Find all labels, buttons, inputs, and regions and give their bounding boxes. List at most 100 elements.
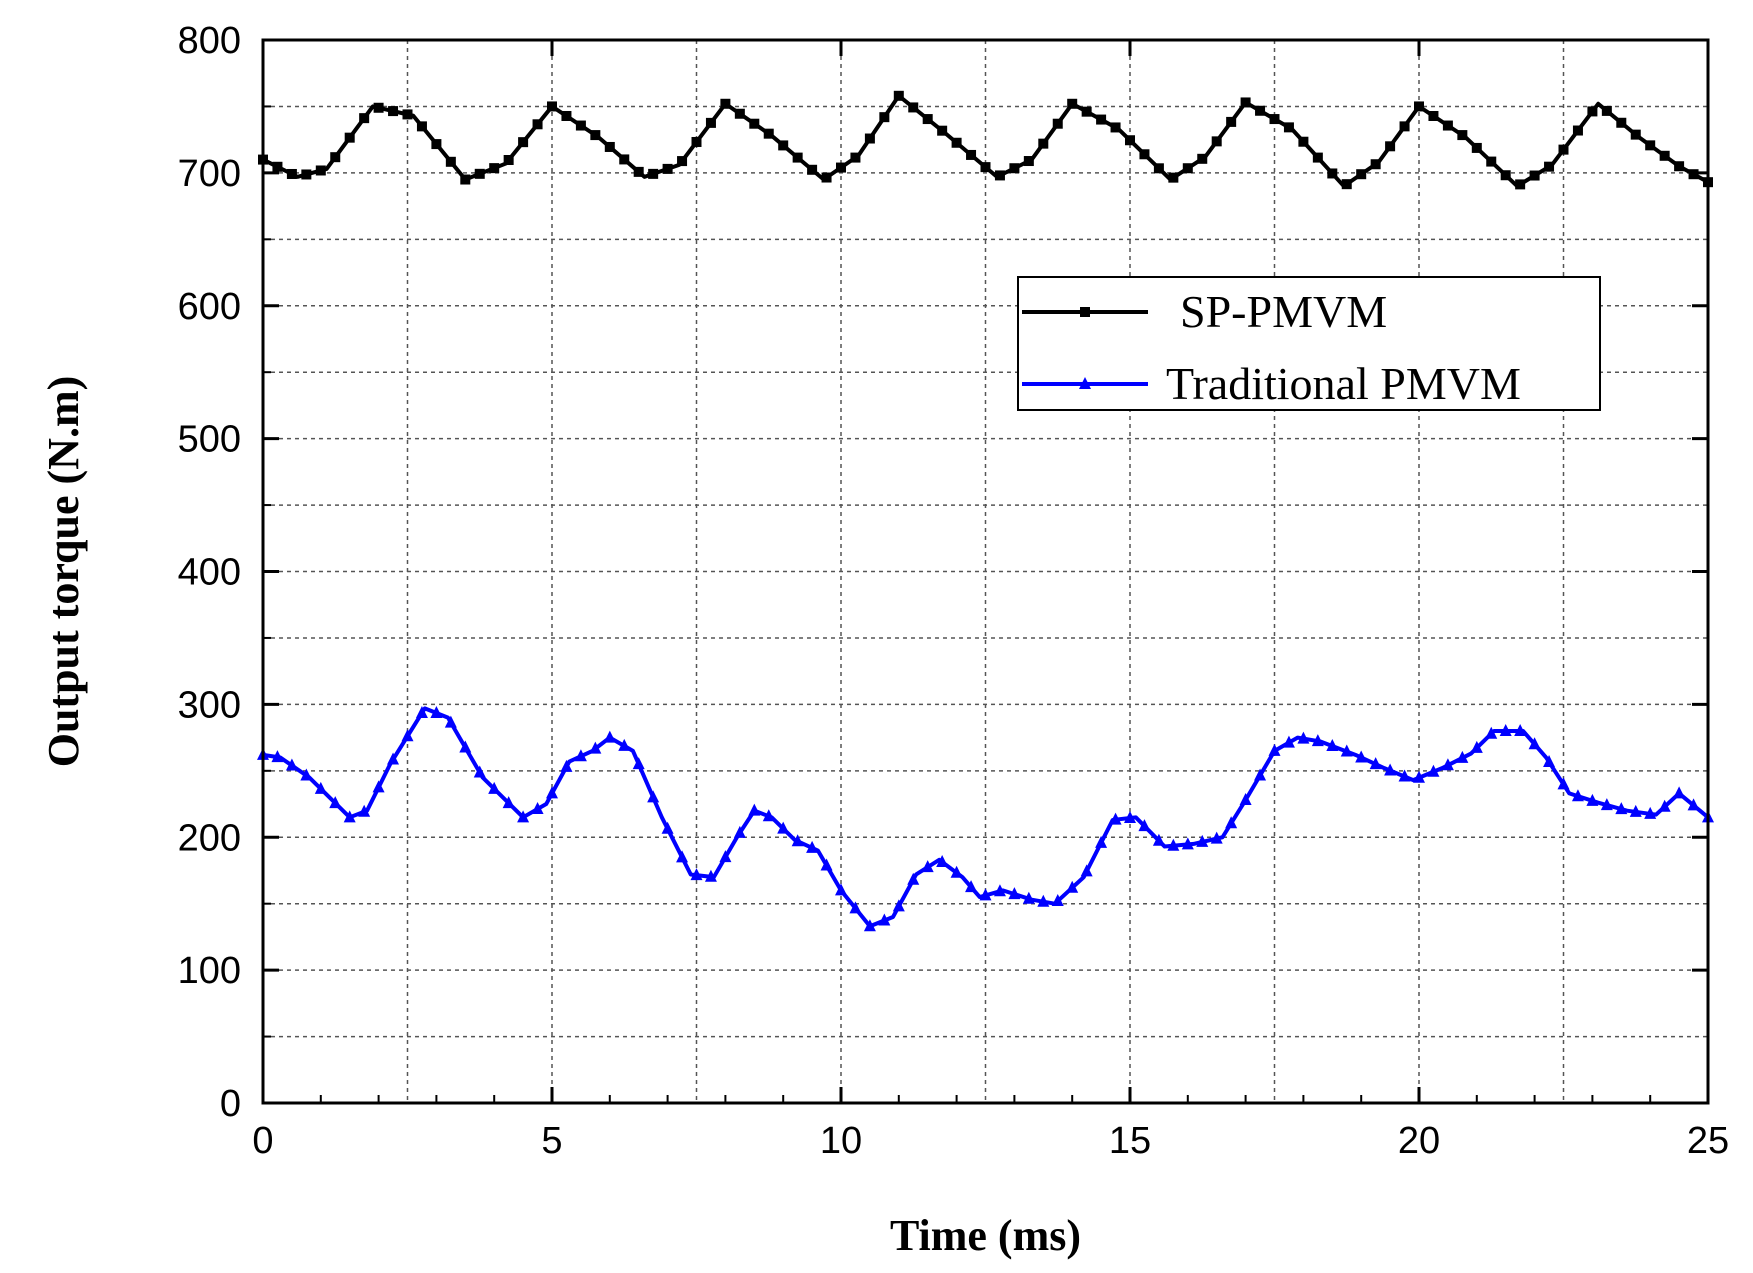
series-marker-sp-pmvm — [286, 168, 297, 179]
series-marker-traditional-pmvm — [1557, 777, 1570, 790]
series-marker-traditional-pmvm — [1254, 768, 1267, 781]
legend-box — [1017, 276, 1601, 411]
series-lines — [257, 90, 1714, 932]
y-tick-label: 200 — [178, 817, 241, 859]
x-tick-label: 20 — [1398, 1120, 1440, 1162]
series-marker-sp-pmvm — [1038, 138, 1049, 149]
series-marker-traditional-pmvm — [401, 729, 414, 742]
series-marker-traditional-pmvm — [676, 850, 689, 863]
series-marker-sp-pmvm — [518, 137, 529, 148]
series-marker-traditional-pmvm — [1311, 734, 1324, 747]
legend-marker — [1080, 307, 1090, 317]
series-marker-traditional-pmvm — [1095, 835, 1108, 848]
series-marker-sp-pmvm — [388, 106, 399, 117]
series-marker-traditional-pmvm — [473, 765, 486, 778]
series-marker-traditional-pmvm — [1326, 739, 1339, 752]
series-marker-traditional-pmvm — [1687, 798, 1700, 811]
series-marker-sp-pmvm — [1674, 161, 1685, 172]
y-tick-label: 300 — [178, 684, 241, 726]
series-marker-traditional-pmvm — [1600, 798, 1613, 811]
x-axis-title: Time (ms) — [890, 1211, 1081, 1260]
series-marker-traditional-pmvm — [1066, 880, 1079, 893]
x-tick-label: 25 — [1687, 1120, 1729, 1162]
series-marker-sp-pmvm — [1428, 110, 1439, 121]
series-marker-traditional-pmvm — [748, 803, 761, 816]
series-marker-sp-pmvm — [720, 98, 731, 109]
y-tick-label: 100 — [178, 950, 241, 992]
series-marker-sp-pmvm — [619, 154, 630, 165]
series-marker-sp-pmvm — [836, 162, 846, 173]
series-marker-traditional-pmvm — [589, 741, 602, 754]
series-marker-traditional-pmvm — [1181, 837, 1194, 850]
series-marker-sp-pmvm — [1125, 135, 1135, 146]
series-marker-traditional-pmvm — [358, 804, 371, 817]
series-marker-sp-pmvm — [1659, 150, 1670, 161]
series-marker-sp-pmvm — [994, 170, 1005, 181]
series-marker-traditional-pmvm — [546, 786, 558, 799]
series-marker-traditional-pmvm — [690, 868, 703, 881]
series-marker-sp-pmvm — [604, 141, 615, 152]
series-marker-sp-pmvm — [763, 128, 774, 139]
series-marker-traditional-pmvm — [1384, 763, 1397, 776]
series-marker-traditional-pmvm — [1485, 726, 1498, 739]
series-marker-traditional-pmvm — [459, 740, 472, 753]
x-tick-label: 15 — [1109, 1120, 1151, 1162]
series-marker-sp-pmvm — [893, 90, 904, 101]
series-marker-sp-pmvm — [416, 121, 427, 132]
series-marker-traditional-pmvm — [430, 706, 443, 719]
series-marker-traditional-pmvm — [517, 810, 530, 823]
series-marker-sp-pmvm — [532, 119, 543, 130]
series-marker-sp-pmvm — [1572, 125, 1583, 136]
series-marker-sp-pmvm — [821, 172, 832, 183]
series-marker-sp-pmvm — [431, 139, 442, 150]
series-marker-sp-pmvm — [1081, 106, 1092, 117]
series-marker-sp-pmvm — [575, 120, 586, 131]
series-marker-sp-pmvm — [1601, 105, 1612, 116]
series-marker-traditional-pmvm — [936, 854, 949, 867]
series-marker-sp-pmvm — [1182, 163, 1193, 174]
series-marker-traditional-pmvm — [806, 840, 819, 853]
series-marker-sp-pmvm — [1356, 169, 1367, 180]
series-marker-traditional-pmvm — [1282, 735, 1295, 748]
series-marker-traditional-pmvm — [1456, 750, 1469, 763]
series-marker-sp-pmvm — [879, 112, 890, 123]
series-marker-sp-pmvm — [662, 163, 673, 174]
y-tick-label: 500 — [178, 419, 241, 461]
y-tick-label: 400 — [178, 552, 241, 594]
series-marker-traditional-pmvm — [1022, 891, 1035, 904]
series-marker-sp-pmvm — [1153, 163, 1164, 174]
series-marker-traditional-pmvm — [1268, 743, 1281, 756]
series-marker-traditional-pmvm — [878, 913, 891, 926]
series-marker-sp-pmvm — [734, 108, 745, 119]
series-marker-traditional-pmvm — [1340, 744, 1353, 757]
series-marker-traditional-pmvm — [1441, 758, 1454, 771]
series-marker-sp-pmvm — [489, 163, 500, 174]
series-marker-traditional-pmvm — [950, 865, 963, 878]
series-marker-sp-pmvm — [474, 168, 485, 179]
series-marker-traditional-pmvm — [1297, 731, 1310, 744]
series-marker-sp-pmvm — [1283, 122, 1294, 133]
series-marker-traditional-pmvm — [560, 759, 573, 772]
series-marker-sp-pmvm — [691, 136, 702, 147]
series-marker-traditional-pmvm — [661, 821, 674, 834]
series-marker-sp-pmvm — [460, 174, 471, 185]
series-marker-traditional-pmvm — [1167, 838, 1180, 851]
series-marker-traditional-pmvm — [1124, 810, 1136, 823]
series-marker-sp-pmvm — [1298, 136, 1309, 147]
series-marker-sp-pmvm — [503, 155, 514, 166]
series-marker-sp-pmvm — [1500, 170, 1511, 181]
series-marker-sp-pmvm — [344, 132, 355, 143]
series-marker-traditional-pmvm — [1138, 819, 1151, 832]
series-marker-traditional-pmvm — [704, 869, 717, 882]
series-marker-traditional-pmvm — [892, 899, 905, 912]
series-marker-sp-pmvm — [1399, 121, 1410, 132]
series-marker-traditional-pmvm — [1586, 793, 1599, 806]
series-marker-sp-pmvm — [1645, 140, 1656, 151]
series-marker-traditional-pmvm — [343, 810, 356, 823]
series-marker-traditional-pmvm — [314, 781, 327, 794]
series-marker-traditional-pmvm — [1615, 802, 1628, 815]
series-marker-traditional-pmvm — [1239, 793, 1252, 806]
series-marker-sp-pmvm — [1544, 161, 1555, 172]
series-marker-traditional-pmvm — [993, 884, 1006, 897]
series-marker-traditional-pmvm — [1152, 833, 1165, 846]
